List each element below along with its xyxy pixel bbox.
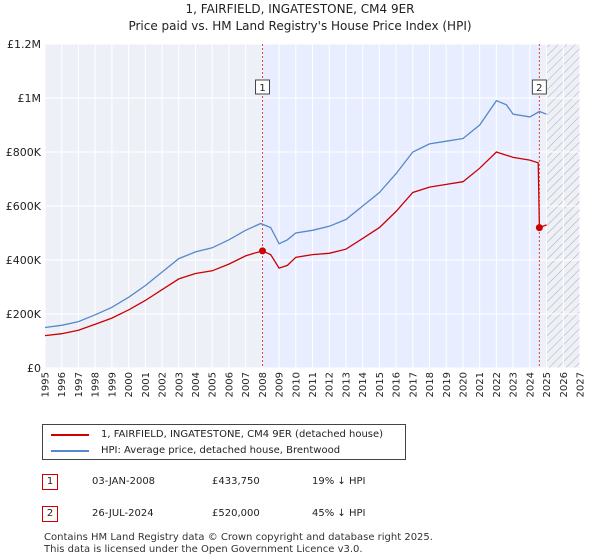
x-tick-label: 2001 [141,372,152,397]
x-tick-label: 2007 [241,372,252,397]
x-tick-label: 2022 [492,372,503,397]
x-tick-label: 2021 [475,372,486,397]
x-tick-label: 2011 [308,372,319,397]
x-tick-label: 2002 [158,372,169,397]
x-tick-label: 2020 [458,372,469,397]
x-tick-label: 1995 [41,372,52,397]
y-tick-label: £1M [18,92,42,105]
x-axis-labels: 1995 1996 1997 1998 1999 2000 2001 2002 2003 2004… [41,372,587,397]
legend-item-property: 1, FAIRFIELD, INGATESTONE, CM4 9ER (deta… [51,429,383,440]
x-tick-label: 2023 [509,372,520,397]
transaction-row: 1 03-JAN-2008 £433,750 19% ↓ HPI [42,474,562,494]
x-tick-label: 2005 [208,372,219,397]
footer-copyright: Contains HM Land Registry data © Crown c… [44,532,433,543]
footer-licence: This data is licensed under the Open Gov… [44,544,363,555]
legend-label-property: 1, FAIRFIELD, INGATESTONE, CM4 9ER (deta… [101,429,384,440]
x-tick-label: 2024 [525,372,536,397]
transaction-number: 2 [42,506,58,522]
y-tick-label: £600K [6,200,42,213]
y-tick-label: £200K [6,308,42,321]
x-tick-label: 2026 [559,372,570,397]
legend-swatch-property [51,433,89,436]
legend-item-hpi: HPI: Average price, detached house, Bren… [51,445,340,456]
x-tick-label: 2027 [576,372,587,397]
property-series-line [44,151,547,337]
x-tick-label: 2008 [258,372,269,397]
x-tick-label: 2018 [425,372,436,397]
x-tick-label: 2025 [542,372,553,397]
chart-subtitle: Price paid vs. HM Land Registry's House … [128,19,472,33]
legend-label-hpi: HPI: Average price, detached house, Bren… [101,445,341,456]
sale-point [535,224,543,232]
transaction-price: £520,000 [212,508,260,519]
x-tick-label: 1996 [57,372,68,397]
x-tick-label: 2017 [408,372,419,397]
transaction-hpi-diff: 19% ↓ HPI [312,476,366,487]
sale-label: 2 [536,83,542,94]
y-tick-label: £400K [6,254,42,267]
y-tick-label: £0 [27,362,41,375]
legend: 1, FAIRFIELD, INGATESTONE, CM4 9ER (deta… [42,424,406,460]
transaction-row: 2 26-JUL-2024 £520,000 45% ↓ HPI [42,506,562,526]
x-tick-label: 2004 [191,372,202,397]
transaction-hpi-diff: 45% ↓ HPI [312,508,366,519]
x-tick-label: 2010 [291,372,302,397]
x-tick-label: 2000 [124,372,135,397]
transaction-number: 1 [42,474,58,490]
legend-swatch-hpi [51,449,89,452]
transaction-date: 03-JAN-2008 [92,476,156,487]
x-tick-label: 2019 [442,372,453,397]
y-tick-label: £800K [6,146,42,159]
hpi-series-line [44,99,547,329]
y-axis-labels: £0 £200K £400K £600K £800K £1M £1.2M [6,38,42,375]
transaction-date: 26-JUL-2024 [92,508,154,519]
y-tick-label: £1.2M [7,38,41,51]
x-tick-label: 2009 [275,372,286,397]
sale-label: 1 [259,83,265,94]
sale-label-box [255,79,271,95]
chart-title: 1, FAIRFIELD, INGATESTONE, CM4 9ER [185,2,415,16]
sale-label-box [531,79,547,95]
x-tick-label: 2014 [358,372,369,397]
x-tick-label: 1999 [107,372,118,397]
x-tick-label: 1997 [74,372,85,397]
x-tick-label: 2003 [174,372,185,397]
sale-point [259,247,267,255]
x-tick-label: 2006 [224,372,235,397]
x-tick-label: 2015 [375,372,386,397]
x-tick-label: 2012 [325,372,336,397]
transaction-price: £433,750 [212,476,260,487]
x-tick-label: 2013 [341,372,352,397]
x-tick-label: 1998 [91,372,102,397]
x-tick-label: 2016 [392,372,403,397]
